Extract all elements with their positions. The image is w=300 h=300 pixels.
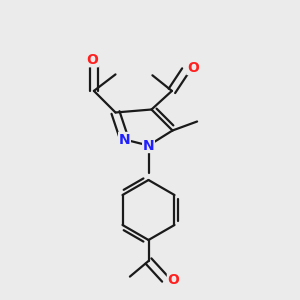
Text: N: N	[119, 133, 130, 146]
Text: N: N	[143, 139, 154, 152]
Text: O: O	[187, 61, 199, 74]
Text: O: O	[86, 53, 98, 67]
Text: O: O	[167, 274, 179, 287]
